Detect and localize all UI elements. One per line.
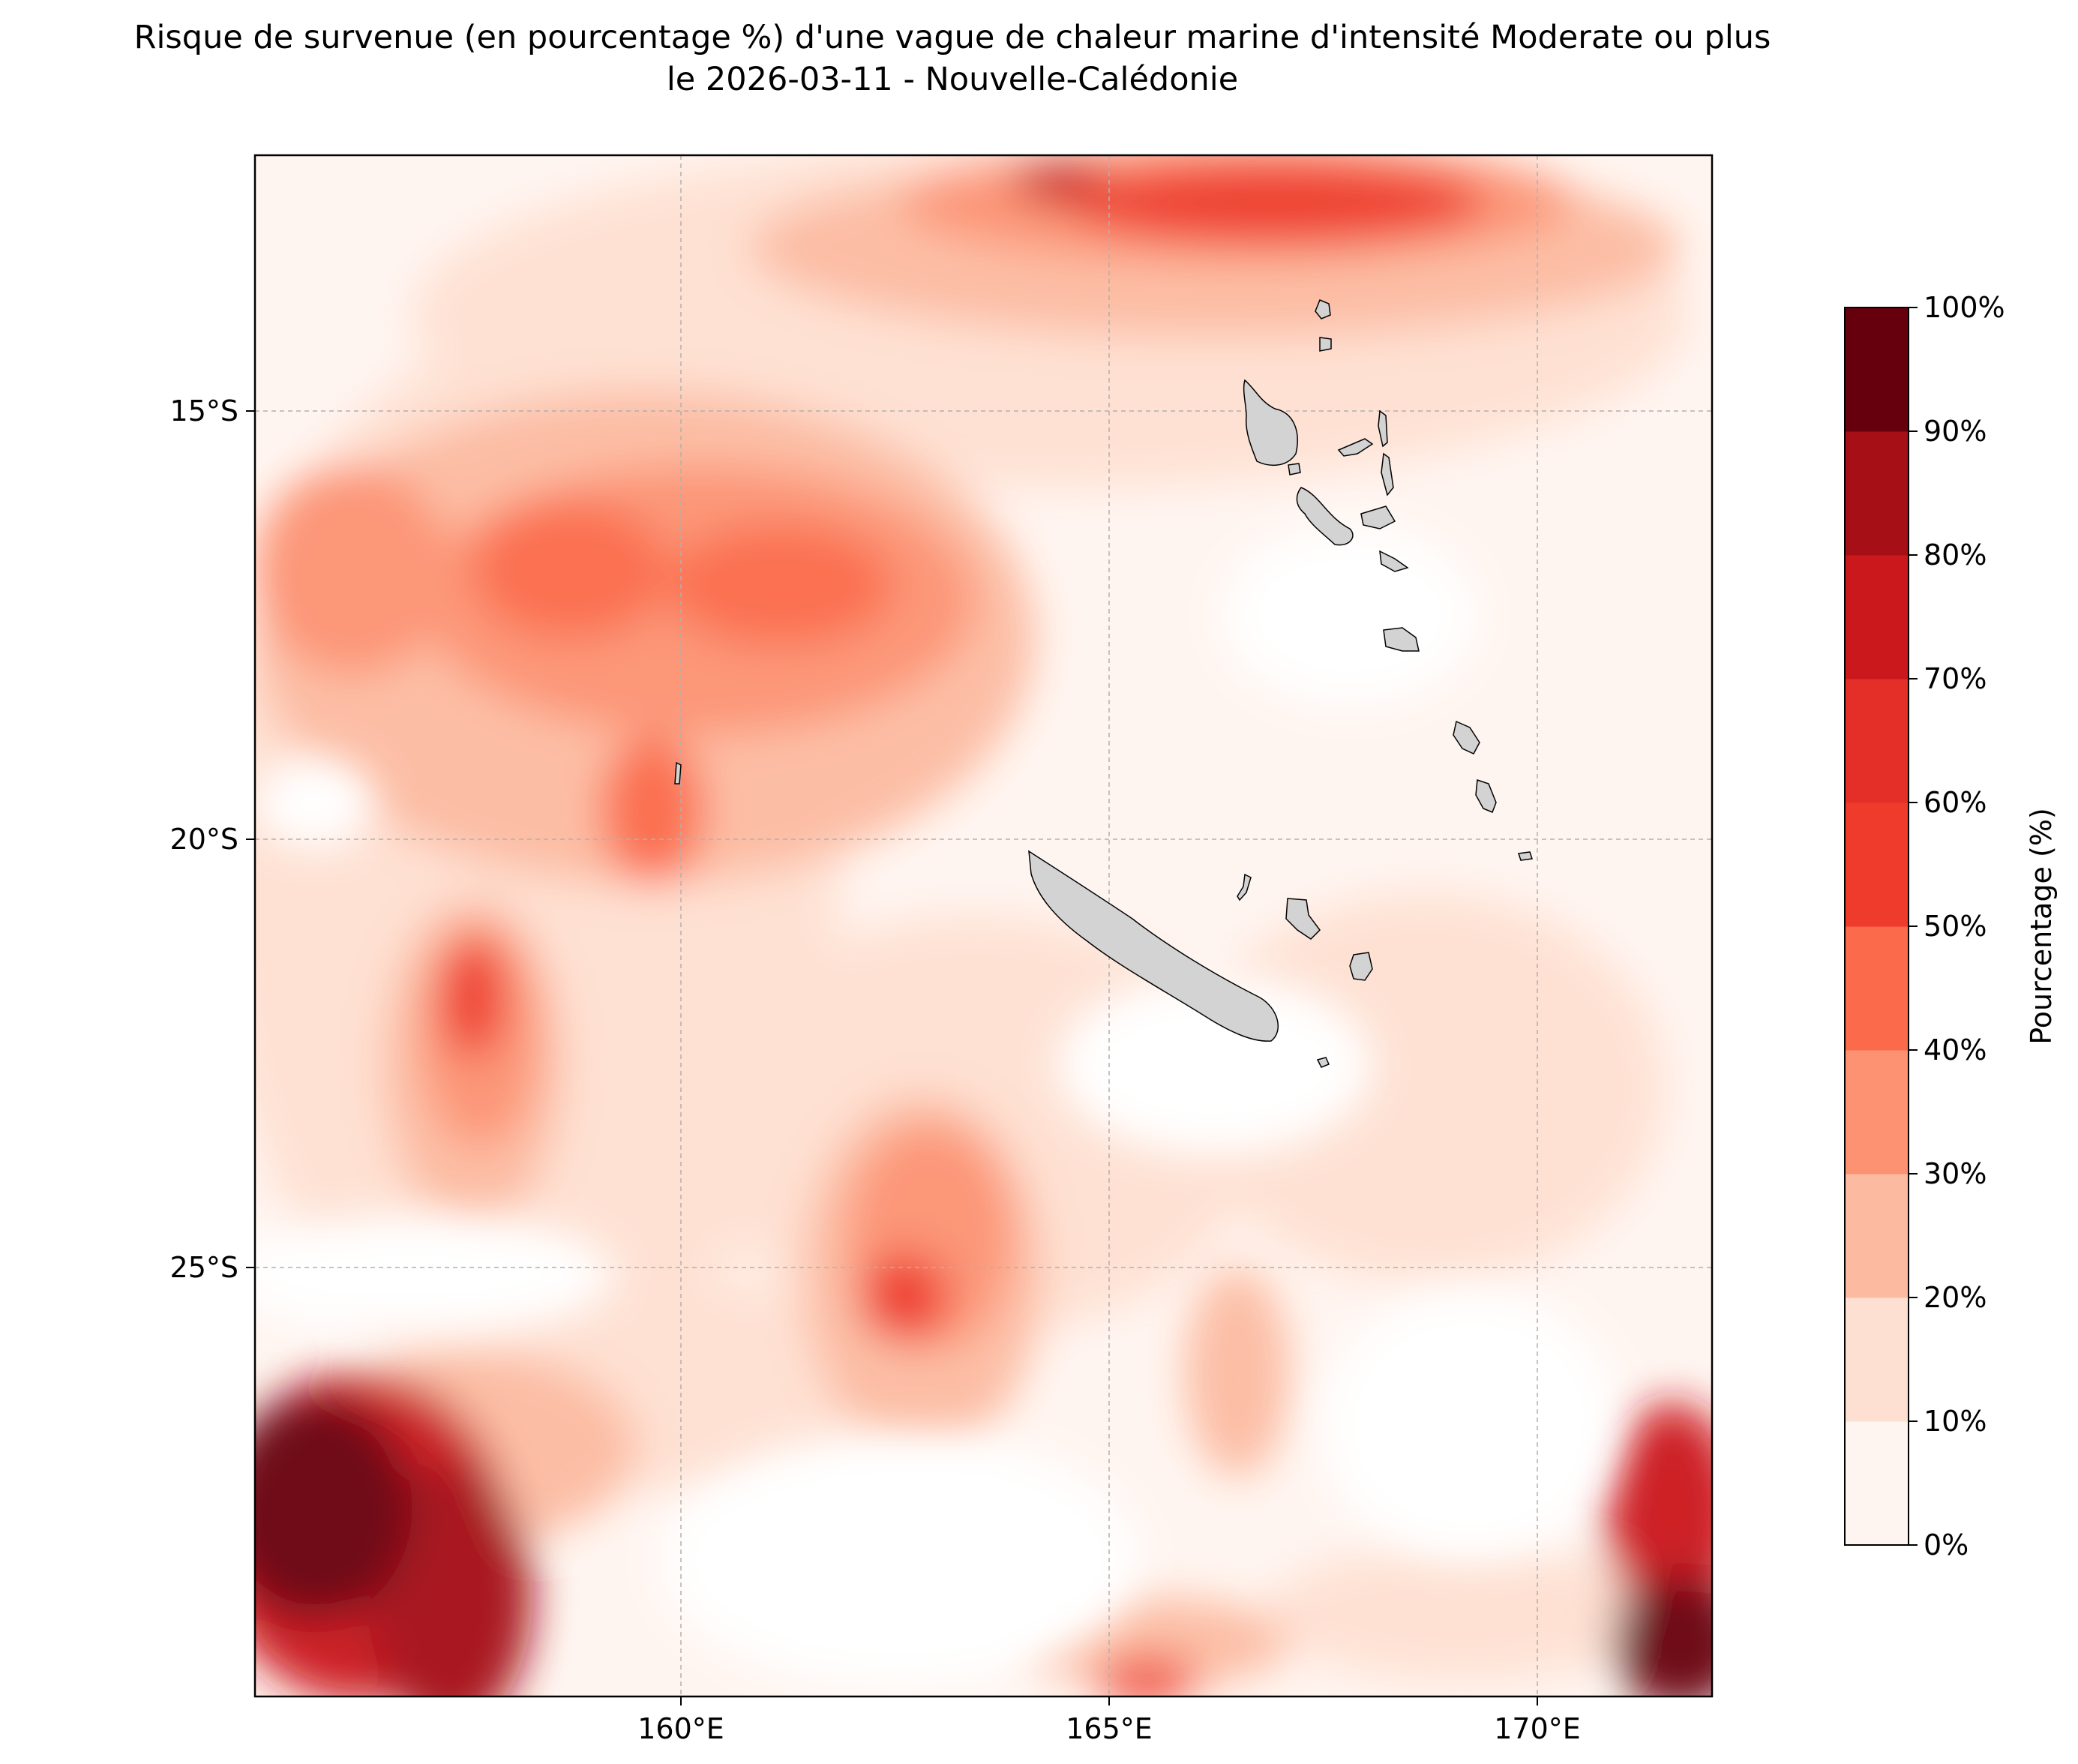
vanuatu-espiritu-santo — [1243, 379, 1298, 466]
risk-area-strong-cs — [859, 1252, 949, 1342]
low-risk-area-se — [1320, 1290, 1620, 1560]
vanuatu-malo — [1288, 463, 1301, 476]
y-tick-label-25: 25°S — [170, 1251, 238, 1284]
low-risk-area-sw — [255, 1215, 615, 1335]
risk-field — [255, 155, 1712, 1696]
map-frame — [253, 154, 1714, 1698]
colorbar-tick-label: 80% — [1924, 538, 1987, 572]
vanuatu-banks — [1319, 337, 1332, 352]
colorbar-block-6 — [1845, 679, 1909, 803]
risk-area-strong-cn — [600, 735, 705, 885]
colorbar-tick-label: 100% — [1924, 291, 2005, 324]
vanuatu-erromango — [1453, 720, 1480, 754]
colorbar-tick-label: 50% — [1924, 910, 1987, 943]
low-risk-area-w — [255, 758, 375, 848]
map-area[interactable] — [210, 142, 1747, 1732]
risk-area-strong-north — [1065, 161, 1485, 244]
vanuatu-ambrym — [1360, 506, 1396, 530]
colorbar-tick-label: 30% — [1924, 1157, 1987, 1190]
x-axis: 160°E 165°E 170°E — [637, 1696, 1581, 1745]
colorbar-tick-label: 90% — [1924, 415, 1987, 448]
risk-area-strong-ws — [439, 938, 506, 1058]
colorbar-tick-label: 10% — [1924, 1405, 1987, 1438]
low-risk-area-south — [660, 1432, 1140, 1688]
vanuatu-efate — [1383, 627, 1420, 652]
low-risk-areas — [255, 525, 1620, 1688]
risk-area-high-west — [255, 465, 450, 675]
colorbar-block-7 — [1845, 555, 1909, 680]
colorbar-tick-label: 40% — [1924, 1034, 1987, 1066]
risk-area-mid-cs2 — [1185, 1268, 1290, 1478]
lifou — [1285, 898, 1321, 940]
colorbar-block-8 — [1845, 431, 1909, 556]
risk-area-light-se — [1267, 1545, 1657, 1680]
y-axis: 15°S 20°S 25°S — [170, 394, 255, 1284]
colorbar-title: Pourcentage (%) — [2025, 808, 2058, 1045]
chesterfield-reef — [674, 761, 682, 784]
isle-of-pines — [1316, 1057, 1330, 1068]
vanuatu-maewo — [1378, 410, 1388, 448]
vanuatu-aneityum — [1518, 851, 1533, 861]
y-tick-label-20: 20°S — [170, 823, 238, 856]
colorbar-block-2 — [1845, 1174, 1909, 1298]
figure-title: Risque de survenue (en pourcentage %) d'… — [0, 16, 1905, 100]
colorbar-tick-label: 0% — [1924, 1528, 1969, 1562]
colorbar-block-0 — [1845, 1421, 1909, 1546]
colorbar-tick-label: 60% — [1924, 786, 1987, 819]
low-risk-area-ne — [1222, 525, 1477, 705]
risk-area-light-east — [1185, 892, 1665, 1282]
colorbar-block-1 — [1845, 1298, 1909, 1422]
title-line-1: Risque de survenue (en pourcentage %) d'… — [133, 19, 1771, 56]
colorbar-block-5 — [1845, 802, 1909, 927]
colorbar: 0% 10% 20% 30% 40% 50% 60% 70% 80% 90% 100% Pource… — [1844, 291, 2058, 1562]
x-tick-label-170: 170°E — [1494, 1712, 1581, 1745]
risk-area-strong-nw2 — [667, 525, 892, 645]
colorbar-block-4 — [1845, 926, 1909, 1051]
risk-area-extreme-n — [1012, 158, 1102, 202]
vanuatu-torres — [1315, 299, 1331, 320]
mare — [1349, 952, 1373, 981]
x-tick-label-160: 160°E — [637, 1712, 724, 1745]
colorbar-ticks: 0% 10% 20% 30% 40% 50% 60% 70% 80% 90% 100% — [1909, 291, 2005, 1562]
vanuatu-malekula — [1296, 487, 1354, 546]
risk-area-strong-south — [1095, 1658, 1200, 1696]
new-caledonia-grande-terre — [1028, 850, 1279, 1042]
risk-area-extreme-sw3 — [255, 1395, 412, 1620]
risk-area-extreme-se2 — [1612, 1575, 1712, 1696]
colorbar-tick-label: 70% — [1924, 662, 1987, 695]
risk-area-extreme-se1 — [1605, 1402, 1712, 1628]
vanuatu-ambae — [1337, 438, 1374, 457]
low-risk-area-center — [1057, 975, 1372, 1155]
ouvea — [1237, 873, 1252, 902]
colorbar-block-3 — [1845, 1050, 1909, 1174]
colorbar-blocks — [1845, 308, 1909, 1546]
land — [674, 299, 1533, 1068]
title-line-2: le 2026-03-11 - Nouvelle-Calédonie — [666, 61, 1239, 98]
vanuatu-epi — [1379, 550, 1409, 572]
x-tick-label-165: 165°E — [1066, 1712, 1153, 1745]
vanuatu-tanna — [1475, 778, 1497, 813]
colorbar-tick-label: 20% — [1924, 1281, 1987, 1314]
y-tick-label-15: 15°S — [170, 394, 238, 428]
colorbar-block-9 — [1845, 308, 1909, 432]
risk-area-strong-nw1 — [472, 502, 667, 638]
vanuatu-pentecost — [1381, 452, 1394, 496]
